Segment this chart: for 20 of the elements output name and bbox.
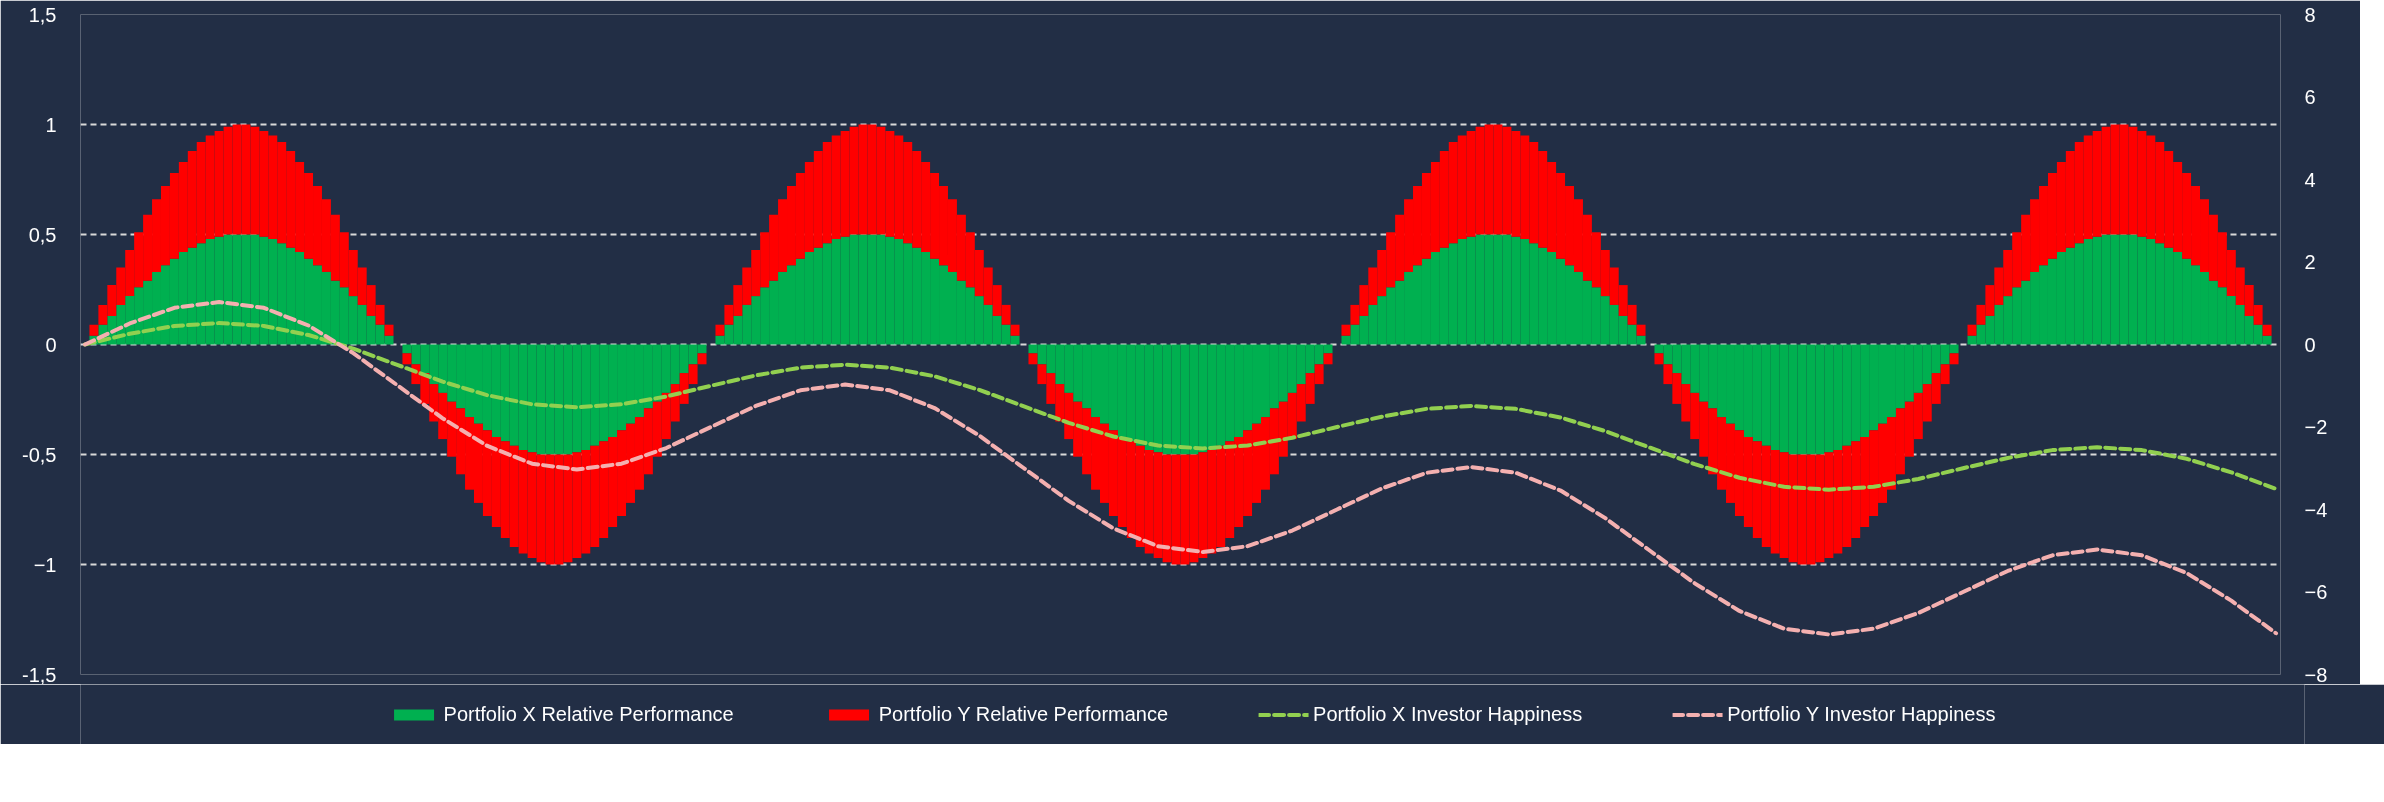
y-tick-label: −1 xyxy=(33,553,57,576)
y-tick-label: 0,5 xyxy=(28,223,57,246)
y-tick-label: 0 xyxy=(45,333,57,356)
legend-label: Portfolio Y Investor Happiness xyxy=(1727,702,1996,726)
y2-tick-label: −2 xyxy=(2304,416,2328,438)
y2-tick-label: 0 xyxy=(2304,333,2316,356)
y2-tick-label: 4 xyxy=(2304,168,2316,191)
y-tick-label: 1 xyxy=(45,113,57,136)
legend-label: Portfolio X Relative Performance xyxy=(443,702,734,726)
legend-label: Portfolio X Investor Happiness xyxy=(1313,702,1583,726)
y-tick-label: -1,5 xyxy=(22,663,57,686)
y2-tick-label: 8 xyxy=(2304,3,2316,26)
y2-tick-label: −8 xyxy=(2304,663,2328,686)
y2-tick-label: −4 xyxy=(2304,498,2328,521)
legend-label: Portfolio Y Relative Performance xyxy=(878,702,1169,726)
y-tick-label: -0,5 xyxy=(22,443,57,466)
y2-tick-label: 6 xyxy=(2304,86,2316,108)
y-tick-label: 1,5 xyxy=(28,3,57,26)
y2-tick-label: 2 xyxy=(2304,251,2316,273)
y2-tick-label: −6 xyxy=(2304,581,2328,603)
